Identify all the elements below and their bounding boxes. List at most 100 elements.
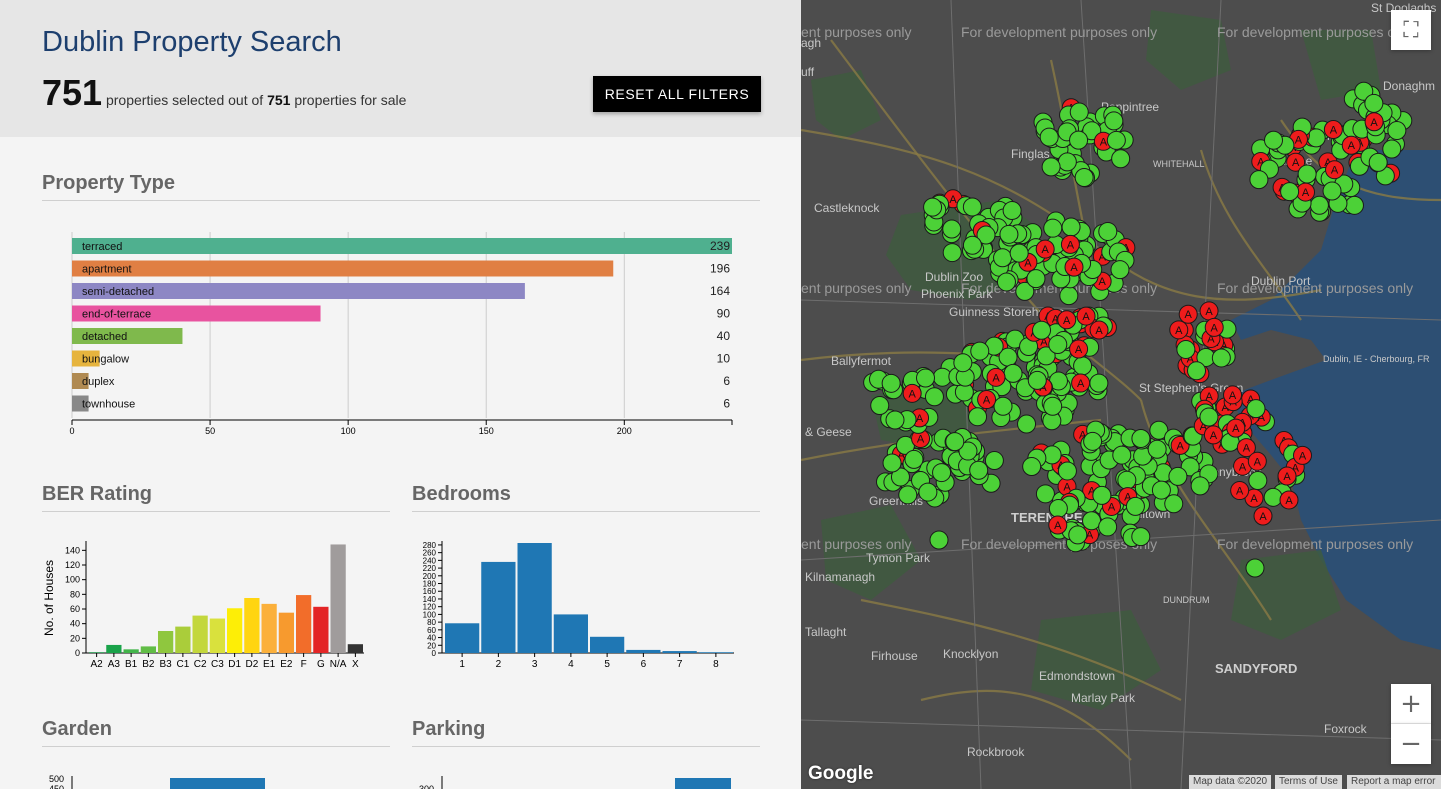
property-marker-green[interactable] (1035, 484, 1055, 504)
ber-chart-bar-A2[interactable] (89, 652, 105, 653)
ber-chart-bar-B3[interactable] (158, 631, 174, 653)
property-marker-red[interactable] (1253, 506, 1273, 526)
property-marker-green[interactable] (1026, 269, 1046, 289)
property-marker-green[interactable] (962, 235, 982, 255)
bed-chart-bar-6[interactable] (626, 649, 661, 653)
property-marker-green[interactable] (942, 243, 962, 263)
property-marker-red[interactable] (1076, 306, 1096, 326)
property-marker-red[interactable] (1292, 445, 1312, 465)
property-marker-green[interactable] (1344, 195, 1364, 215)
property-marker-green[interactable] (1089, 373, 1109, 393)
property-marker-green[interactable] (1041, 157, 1061, 177)
ber-chart-bar-B2[interactable] (140, 646, 156, 653)
property-type-chart[interactable]: terraced 239 apartment 196 semi-detached 164 e… (42, 220, 760, 442)
property-marker-green[interactable] (1043, 218, 1063, 238)
bed-chart-bar-8[interactable] (698, 652, 733, 653)
ber-chart-bar-D1[interactable] (227, 608, 243, 653)
property-type-bar-bungalow[interactable] (72, 350, 100, 367)
property-marker-green[interactable] (1168, 466, 1188, 486)
property-marker-red[interactable] (1089, 320, 1109, 340)
property-marker-green[interactable] (996, 272, 1016, 292)
property-marker-green[interactable] (1104, 111, 1124, 131)
property-marker-green[interactable] (1364, 93, 1384, 113)
property-marker-green[interactable] (1382, 139, 1402, 159)
property-marker-red[interactable] (1178, 304, 1198, 324)
property-marker-green[interactable] (1073, 356, 1093, 376)
parking-chart[interactable]: 300 (402, 768, 760, 789)
property-marker-green[interactable] (1002, 201, 1022, 221)
property-marker-green[interactable] (1009, 243, 1029, 263)
ber-chart-bar-C2[interactable] (192, 615, 208, 653)
ber-chart-bar-E1[interactable] (261, 603, 277, 653)
property-marker-green[interactable] (924, 387, 944, 407)
property-marker-red[interactable] (1364, 112, 1384, 132)
property-marker-green[interactable] (1263, 487, 1283, 507)
property-marker-green[interactable] (1187, 361, 1207, 381)
property-marker-green[interactable] (993, 396, 1013, 416)
property-marker-red[interactable] (1048, 515, 1068, 535)
property-marker-green[interactable] (1297, 164, 1317, 184)
ber-chart-bar-A3[interactable] (106, 644, 122, 653)
property-marker-green[interactable] (942, 219, 962, 239)
property-marker-green[interactable] (870, 395, 890, 415)
ber-chart-bar-X[interactable] (347, 644, 363, 653)
property-marker-red[interactable] (1236, 438, 1256, 458)
property-marker-green[interactable] (1032, 320, 1052, 340)
property-marker-green[interactable] (1125, 496, 1145, 516)
property-marker-green[interactable] (999, 224, 1019, 244)
property-marker-red[interactable] (1323, 120, 1343, 140)
property-marker-green[interactable] (1199, 407, 1219, 427)
property-marker-green[interactable] (1211, 348, 1231, 368)
property-marker-green[interactable] (1280, 182, 1300, 202)
property-type-bar-end-of-terrace[interactable] (72, 305, 321, 322)
property-marker-green[interactable] (970, 341, 990, 361)
property-marker-red[interactable] (986, 367, 1006, 387)
property-marker-green[interactable] (1036, 346, 1056, 366)
property-marker-red[interactable] (1279, 490, 1299, 510)
zoom-out-button[interactable]: − (1391, 724, 1431, 764)
ber-chart-bar-C3[interactable] (209, 618, 225, 653)
ber-chart-bar-E2[interactable] (278, 612, 294, 653)
bed-chart-bar-7[interactable] (662, 651, 697, 653)
property-marker-red[interactable] (1060, 234, 1080, 254)
property-marker-green[interactable] (1059, 286, 1079, 306)
property-marker-green[interactable] (890, 467, 910, 487)
property-marker-green[interactable] (1048, 335, 1068, 355)
property-marker-green[interactable] (1131, 527, 1151, 547)
property-marker-green[interactable] (898, 485, 918, 505)
property-marker-green[interactable] (1110, 260, 1130, 280)
property-marker-green[interactable] (1057, 152, 1077, 172)
property-marker-green[interactable] (1309, 195, 1329, 215)
property-marker-green[interactable] (1048, 498, 1068, 518)
property-marker-green[interactable] (1074, 167, 1094, 187)
property-marker-green[interactable] (1164, 494, 1184, 514)
property-marker-red[interactable] (1057, 310, 1077, 330)
bed-chart-bar-1[interactable] (445, 623, 480, 653)
property-marker-green[interactable] (1069, 102, 1089, 122)
property-type-bar-townhouse[interactable] (72, 395, 89, 412)
property-marker-red[interactable] (1204, 317, 1224, 337)
property-marker-red[interactable] (1064, 257, 1084, 277)
property-marker-green[interactable] (1027, 370, 1047, 390)
property-marker-green[interactable] (1147, 439, 1167, 459)
property-type-bar-duplex[interactable] (72, 373, 89, 389)
property-marker-red[interactable] (902, 383, 922, 403)
property-marker-green[interactable] (1151, 480, 1171, 500)
property-marker-green[interactable] (1015, 281, 1035, 301)
property-marker-green[interactable] (1106, 130, 1126, 150)
bed-chart-bar-2[interactable] (481, 561, 516, 653)
property-marker-green[interactable] (923, 197, 943, 217)
fullscreen-button[interactable]: ⛶ (1391, 10, 1431, 50)
property-marker-green[interactable] (1057, 461, 1077, 481)
property-marker-red[interactable] (1286, 152, 1306, 172)
property-marker-green[interactable] (1368, 152, 1388, 172)
property-marker-green[interactable] (1248, 471, 1268, 491)
property-marker-green[interactable] (1245, 558, 1265, 578)
property-marker-green[interactable] (1039, 127, 1059, 147)
property-marker-red[interactable] (1341, 135, 1361, 155)
property-marker-red[interactable] (977, 390, 997, 410)
bed-chart-bar-3[interactable] (517, 543, 552, 653)
property-type-bar-apartment[interactable] (72, 260, 614, 277)
ber-chart-bar-C1[interactable] (175, 626, 191, 653)
property-marker-green[interactable] (958, 441, 978, 461)
